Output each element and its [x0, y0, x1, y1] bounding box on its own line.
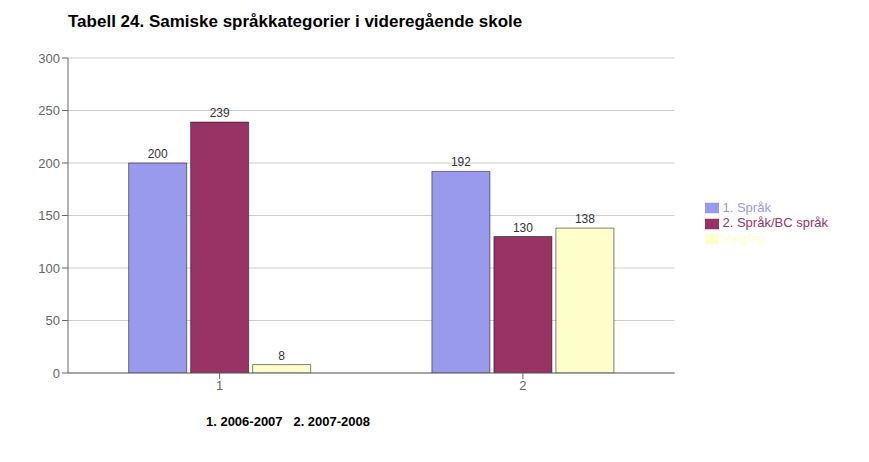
html-text:Valgfag: Valgfag — [722, 230, 766, 246]
svg-text:0: 0 — [53, 366, 60, 381]
svg-text:2: 2 — [519, 378, 526, 393]
svg-text:300: 300 — [38, 51, 60, 66]
html-text:2. Språk/BC språk: 2. Språk/BC språk — [722, 215, 828, 231]
svg-text:200: 200 — [148, 147, 168, 161]
svg-text:130: 130 — [513, 221, 533, 235]
html-text:1. 2006-2007 2. 2007-2008: 1. 2006-2007 2. 2007-2008 — [206, 414, 370, 429]
svg-text:100: 100 — [38, 261, 60, 276]
svg-text:50: 50 — [46, 313, 60, 328]
svg-text:250: 250 — [38, 103, 60, 118]
svg-text:8: 8 — [278, 349, 285, 363]
html-text:1. Språk: 1. Språk — [722, 199, 771, 215]
svg-text:1: 1 — [216, 378, 223, 393]
svg-text:150: 150 — [38, 208, 60, 223]
svg-text:239: 239 — [210, 106, 230, 120]
svg-text:138: 138 — [575, 212, 595, 226]
html-text:Tabell 24. Samiske språkkatego: Tabell 24. Samiske språkkategorier i vid… — [68, 12, 523, 31]
svg-text:192: 192 — [451, 155, 471, 169]
svg-text:200: 200 — [38, 156, 60, 171]
